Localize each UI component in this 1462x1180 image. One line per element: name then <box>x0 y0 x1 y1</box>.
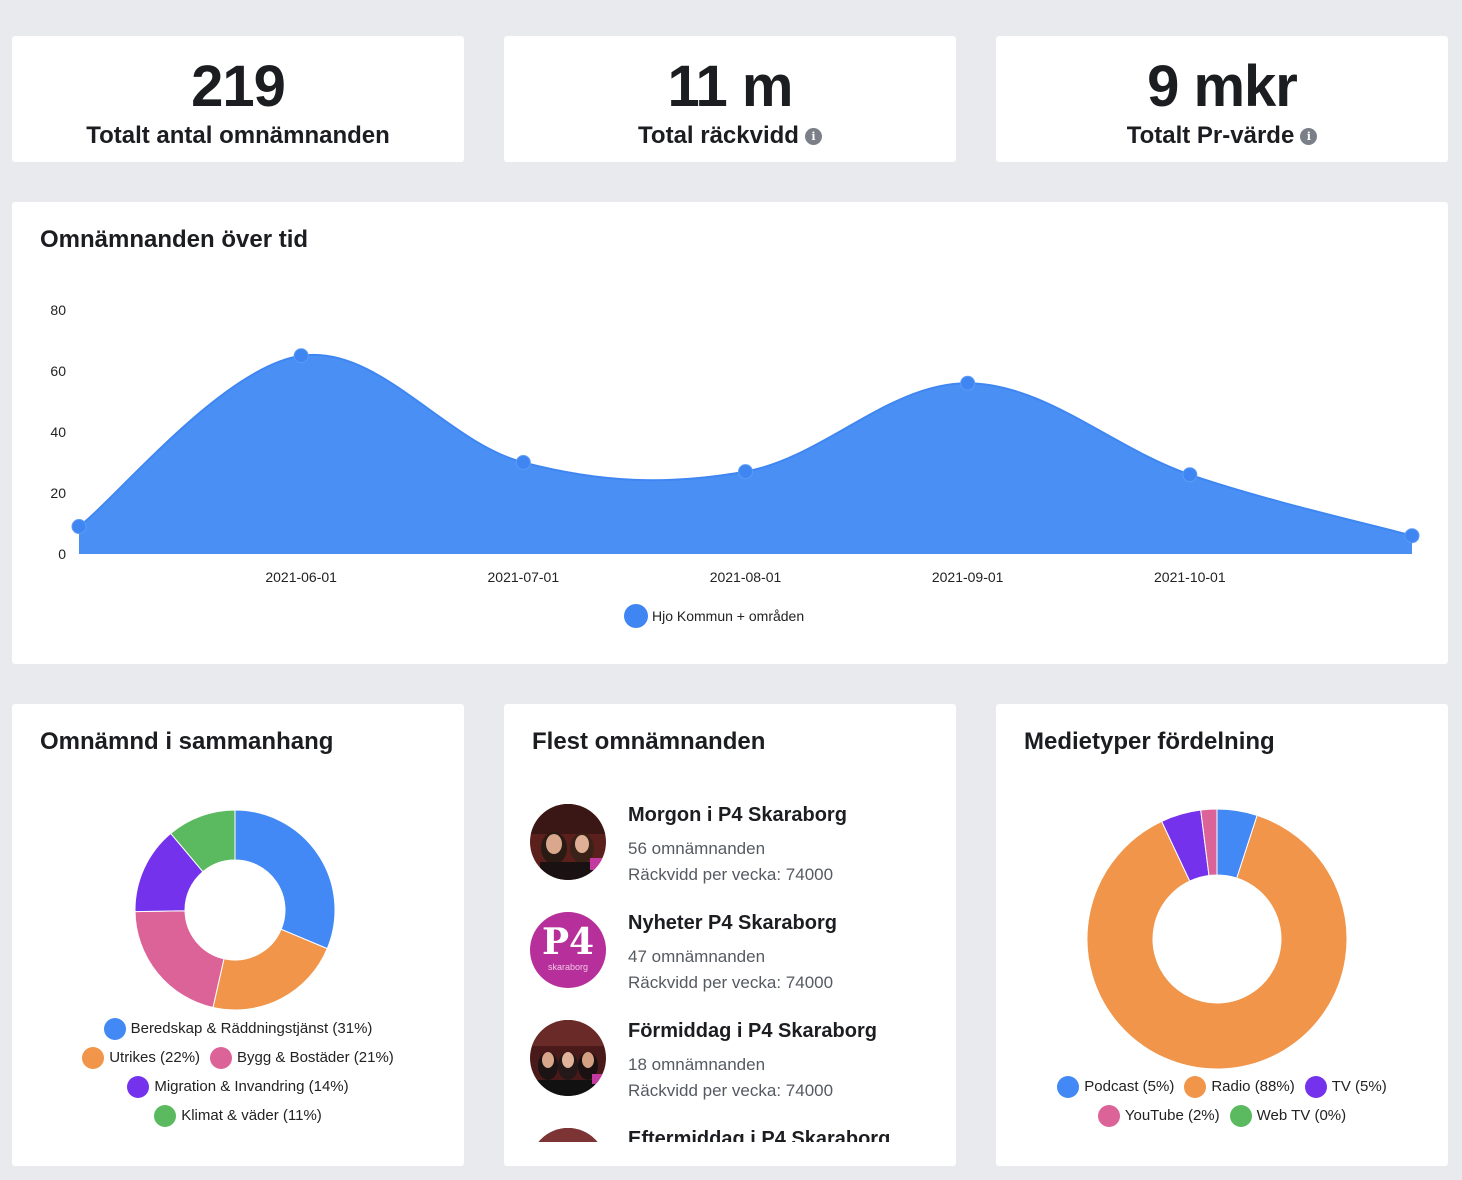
list-item[interactable]: Eftermiddag i P4 Skaraborg <box>530 1128 930 1142</box>
kpi-value: 11 m <box>667 54 794 119</box>
legend-dot <box>82 1046 105 1069</box>
legend-item[interactable]: Radio (88%) <box>1184 1075 1295 1098</box>
media-reach: Räckvidd per vecka: 74000 <box>628 1081 834 1100</box>
kpi-card-pr-value: 9 mkr Totalt Pr-värde i <box>996 36 1448 162</box>
media-count: 56 omnämnanden <box>628 839 766 858</box>
donut-slice[interactable] <box>1086 814 1348 1070</box>
card-title: Medietyper fördelning <box>1024 728 1275 755</box>
p4-logo-avatar: P4 skaraborg <box>530 912 606 988</box>
y-tick-label: 20 <box>50 485 66 501</box>
card-title: Omnämnd i sammanhang <box>40 728 334 755</box>
donut-slice[interactable] <box>134 910 225 1009</box>
media-name[interactable]: Förmiddag i P4 Skaraborg <box>628 1020 877 1042</box>
kpi-label: Total räckvidd <box>638 122 799 149</box>
legend-item[interactable]: Migration & Invandring (14%) <box>127 1075 349 1098</box>
x-tick-label: 2021-08-01 <box>710 569 782 585</box>
data-point[interactable] <box>1404 528 1420 544</box>
legend-dot <box>1097 1104 1120 1127</box>
media-reach: Räckvidd per vecka: 74000 <box>628 865 834 884</box>
list-item[interactable]: Morgon i P4 Skaraborg 56 omnämnanden Räc… <box>530 804 930 894</box>
legend-dot <box>1304 1075 1327 1098</box>
context-card: Omnämnd i sammanhang Beredskap & Räddnin… <box>12 704 464 1166</box>
top-media-card: Flest omnämnanden Morgon i P4 Skaraborg … <box>504 704 956 1166</box>
data-point[interactable] <box>960 375 976 391</box>
legend-dot <box>1057 1075 1080 1098</box>
list-item[interactable]: P4 skaraborg Nyheter P4 Skaraborg 47 omn… <box>530 912 930 1002</box>
media-types-card: Medietyper fördelning Podcast (5%) Radio… <box>996 704 1448 1166</box>
legend-dot[interactable] <box>624 604 648 628</box>
y-tick-label: 0 <box>58 546 66 562</box>
data-point[interactable] <box>738 464 753 480</box>
data-point[interactable] <box>515 455 531 470</box>
legend-label[interactable]: Hjo Kommun + områden <box>652 608 804 624</box>
kpi-label: Totalt Pr-värde <box>1126 122 1295 149</box>
media-types-legend: Podcast (5%) Radio (88%) TV (5%) YouTube… <box>996 1072 1448 1130</box>
list-item[interactable]: Förmiddag i P4 Skaraborg 18 omnämnanden … <box>530 1020 930 1110</box>
avatar <box>530 804 606 880</box>
kpi-card-reach: 11 m Total räckvidd i <box>504 36 956 162</box>
legend-item[interactable]: YouTube (2%) <box>1097 1104 1220 1127</box>
donut-slice[interactable] <box>170 809 236 873</box>
donut-slice[interactable] <box>234 809 336 950</box>
legend-dot <box>103 1017 126 1040</box>
chart-title: Omnämnanden över tid <box>40 226 309 253</box>
legend-item[interactable]: Podcast (5%) <box>1057 1075 1174 1098</box>
p4-logo-text: P4 <box>541 921 595 963</box>
media-name[interactable]: Morgon i P4 Skaraborg <box>628 804 847 826</box>
donut-slice[interactable] <box>1200 808 1218 877</box>
y-tick-label: 40 <box>50 424 66 440</box>
legend-item[interactable]: Klimat & väder (11%) <box>154 1104 322 1127</box>
media-types-donut-chart <box>1086 808 1348 1070</box>
kpi-value: 219 <box>191 54 286 119</box>
x-tick-label: 2021-06-01 <box>265 569 337 585</box>
x-tick-label: 2021-09-01 <box>932 569 1004 585</box>
top-media-list[interactable]: Morgon i P4 Skaraborg 56 omnämnanden Räc… <box>504 804 956 1142</box>
legend-item[interactable]: Web TV (0%) <box>1229 1104 1346 1127</box>
legend-dot <box>127 1075 150 1098</box>
legend-dot <box>1184 1075 1207 1098</box>
media-name[interactable]: Nyheter P4 Skaraborg <box>628 912 837 934</box>
media-name[interactable]: Eftermiddag i P4 Skaraborg <box>628 1128 891 1142</box>
legend-dot <box>154 1104 177 1127</box>
info-icon[interactable]: i <box>1300 127 1318 145</box>
data-point[interactable] <box>293 348 309 364</box>
legend-dot <box>1229 1104 1252 1127</box>
media-reach: Räckvidd per vecka: 74000 <box>628 973 834 992</box>
y-tick-label: 60 <box>50 363 66 379</box>
x-tick-label: 2021-10-01 <box>1154 569 1226 585</box>
donut-slice[interactable] <box>212 928 328 1011</box>
legend-item[interactable]: Bygg & Bostäder (21%) <box>210 1046 394 1069</box>
x-tick-label: 2021-07-01 <box>488 569 560 585</box>
area-series-fill <box>79 354 1412 554</box>
media-count: 47 omnämnanden <box>628 947 766 966</box>
kpi-label: Totalt antal omnämnanden <box>86 122 390 149</box>
legend-item[interactable]: Utrikes (22%) <box>82 1046 200 1069</box>
context-donut-chart <box>134 809 336 1011</box>
info-icon[interactable]: i <box>804 127 822 145</box>
context-legend: Beredskap & Räddningstjänst (31%) Utrike… <box>12 1014 464 1130</box>
media-count: 18 omnämnanden <box>628 1055 766 1074</box>
kpi-card-mentions: 219 Totalt antal omnämnanden <box>12 36 464 162</box>
legend-item[interactable]: TV (5%) <box>1304 1075 1387 1098</box>
card-title: Flest omnämnanden <box>532 728 766 755</box>
data-point[interactable] <box>1182 467 1198 483</box>
legend-dot <box>210 1046 233 1069</box>
p4-logo-subtext: skaraborg <box>547 962 589 972</box>
mentions-over-time-card: Omnämnanden över tid 0 20 40 60 80 2021-06-01… <box>12 202 1448 664</box>
avatar <box>530 1020 606 1096</box>
kpi-value: 9 mkr <box>1147 54 1298 119</box>
avatar <box>530 1128 606 1142</box>
y-tick-label: 80 <box>50 302 66 318</box>
data-point[interactable] <box>71 519 87 535</box>
legend-item[interactable]: Beredskap & Räddningstjänst (31%) <box>103 1017 372 1040</box>
area-chart: 0 20 40 60 80 2021-06-01 2021-07-01 2021-08-01 2… <box>50 302 1420 628</box>
